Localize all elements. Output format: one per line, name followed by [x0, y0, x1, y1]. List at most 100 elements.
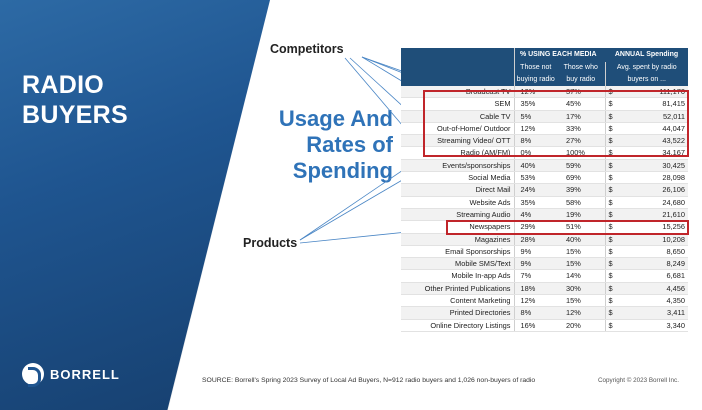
media-name: Out-of-Home/ Outdoor: [401, 122, 515, 136]
media-name: Streaming Video/ OTT: [401, 134, 515, 148]
media-name: Broadcast TV: [401, 86, 515, 99]
avg-spend: $15,256: [605, 220, 688, 234]
avg-spend: $43,522: [605, 134, 688, 148]
table-row: Broadcast TV 12% 37% $111,170: [401, 86, 688, 99]
pct-buyers: 12%: [560, 306, 606, 320]
spend-value: 43,522: [662, 136, 685, 146]
table-row: Magazines 28% 40% $10,208: [401, 233, 688, 246]
avg-spend: $30,425: [605, 159, 688, 173]
table-row: Online Directory Listings 16% 20% $3,340: [401, 319, 688, 332]
avg-spend: $10,208: [605, 233, 688, 246]
currency-symbol: $: [608, 271, 613, 281]
spend-value: 6,681: [666, 271, 686, 281]
borrell-logo-icon: [22, 363, 44, 387]
pct-buyers: 39%: [560, 183, 606, 197]
spend-value: 30,425: [662, 160, 685, 170]
currency-symbol: $: [608, 148, 613, 158]
currency-symbol: $: [608, 308, 613, 318]
spend-value: 3,340: [666, 320, 686, 330]
header-not-buying: Those not: [514, 62, 560, 74]
pct-not-buying: 35%: [514, 97, 560, 111]
pct-buyers: 19%: [560, 208, 606, 222]
currency-symbol: $: [608, 259, 613, 269]
avg-spend: $3,340: [605, 319, 688, 332]
currency-symbol: $: [608, 173, 613, 183]
pct-not-buying: 12%: [514, 86, 560, 99]
pct-not-buying: 8%: [514, 134, 560, 148]
table-row: Mobile SMS/Text 9% 15% $8,249: [401, 257, 688, 271]
borrell-logo: BORRELL: [22, 363, 120, 387]
pct-buyers: 20%: [560, 319, 606, 332]
spend-value: 111,170: [659, 87, 685, 96]
pct-buyers: 17%: [560, 110, 606, 123]
avg-spend: $4,350: [605, 294, 688, 308]
pct-buyers: 15%: [560, 245, 606, 259]
avg-spend: $24,680: [605, 196, 688, 209]
currency-symbol: $: [608, 222, 613, 232]
table-row: Content Marketing 12% 15% $4,350: [401, 294, 688, 308]
pct-not-buying: 24%: [514, 183, 560, 197]
usage-title: Usage And Rates of Spending: [278, 106, 393, 183]
spend-value: 28,098: [662, 173, 685, 183]
table-row: Streaming Video/ OTT 8% 27% $43,522: [401, 134, 688, 148]
media-name: Mobile SMS/Text: [401, 257, 515, 271]
avg-spend: $111,170: [605, 86, 688, 99]
spend-value: 21,610: [662, 209, 685, 219]
avg-spend: $34,167: [605, 146, 688, 160]
avg-spend: $21,610: [605, 208, 688, 222]
media-name: SEM: [401, 97, 515, 111]
currency-symbol: $: [608, 123, 613, 133]
table-row: Out-of-Home/ Outdoor 12% 33% $44,047: [401, 122, 688, 136]
pct-not-buying: 29%: [514, 220, 560, 234]
products-label: Products: [243, 236, 298, 250]
avg-spend: $26,106: [605, 183, 688, 197]
media-name: Social Media: [401, 171, 515, 185]
media-spending-table: % USING EACH MEDIA ANNUAL Spending Those…: [401, 48, 688, 332]
header-usage-group: % USING EACH MEDIA: [514, 48, 605, 62]
spend-value: 8,249: [666, 259, 686, 269]
currency-symbol: $: [608, 283, 613, 293]
avg-spend: $52,011: [605, 110, 688, 123]
currency-symbol: $: [608, 246, 613, 256]
media-name: Events/sponsorships: [401, 159, 515, 173]
currency-symbol: $: [608, 320, 613, 330]
header-blank: [401, 48, 515, 62]
media-name: Other Printed Publications: [401, 282, 515, 296]
currency-symbol: $: [608, 185, 613, 195]
currency-symbol: $: [608, 296, 613, 306]
pct-buyers: 15%: [560, 257, 606, 271]
table-row: SEM 35% 45% $81,415: [401, 97, 688, 111]
media-name: Online Directory Listings: [401, 319, 515, 332]
spend-value: 8,650: [666, 246, 686, 256]
avg-spend: $81,415: [605, 97, 688, 111]
pct-not-buying: 9%: [514, 257, 560, 271]
logo-text: BORRELL: [50, 366, 120, 382]
pct-buyers: 59%: [560, 159, 606, 173]
header-spend-group: ANNUAL Spending: [605, 48, 688, 62]
spend-value: 10,208: [662, 234, 685, 244]
avg-spend: $8,650: [605, 245, 688, 259]
pct-not-buying: 12%: [514, 294, 560, 308]
pct-buyers: 40%: [560, 233, 606, 246]
pct-buyers: 27%: [560, 134, 606, 148]
table-row: Cable TV 5% 17% $52,011: [401, 110, 688, 123]
copyright: Copyright © 2023 Borrell Inc.: [598, 377, 679, 384]
table-row: Direct Mail 24% 39% $26,106: [401, 183, 688, 197]
spend-value: 34,167: [662, 148, 685, 158]
media-name: Cable TV: [401, 110, 515, 123]
currency-symbol: $: [608, 87, 613, 96]
spend-value: 52,011: [662, 111, 685, 121]
pct-buyers: 69%: [560, 171, 606, 185]
header-buy-radio-2: buy radio: [560, 74, 606, 86]
pct-not-buying: 53%: [514, 171, 560, 185]
table-row: Email Sponsorships 9% 15% $8,650: [401, 245, 688, 259]
pct-buyers: 100%: [560, 146, 606, 160]
header-not-buying-2: buying radio: [514, 74, 560, 86]
pct-not-buying: 18%: [514, 282, 560, 296]
pct-not-buying: 0%: [514, 146, 560, 160]
slide-title: RADIO BUYERS: [22, 71, 128, 129]
media-name: Email Sponsorships: [401, 245, 515, 259]
avg-spend: $3,411: [605, 306, 688, 320]
pct-buyers: 58%: [560, 196, 606, 209]
